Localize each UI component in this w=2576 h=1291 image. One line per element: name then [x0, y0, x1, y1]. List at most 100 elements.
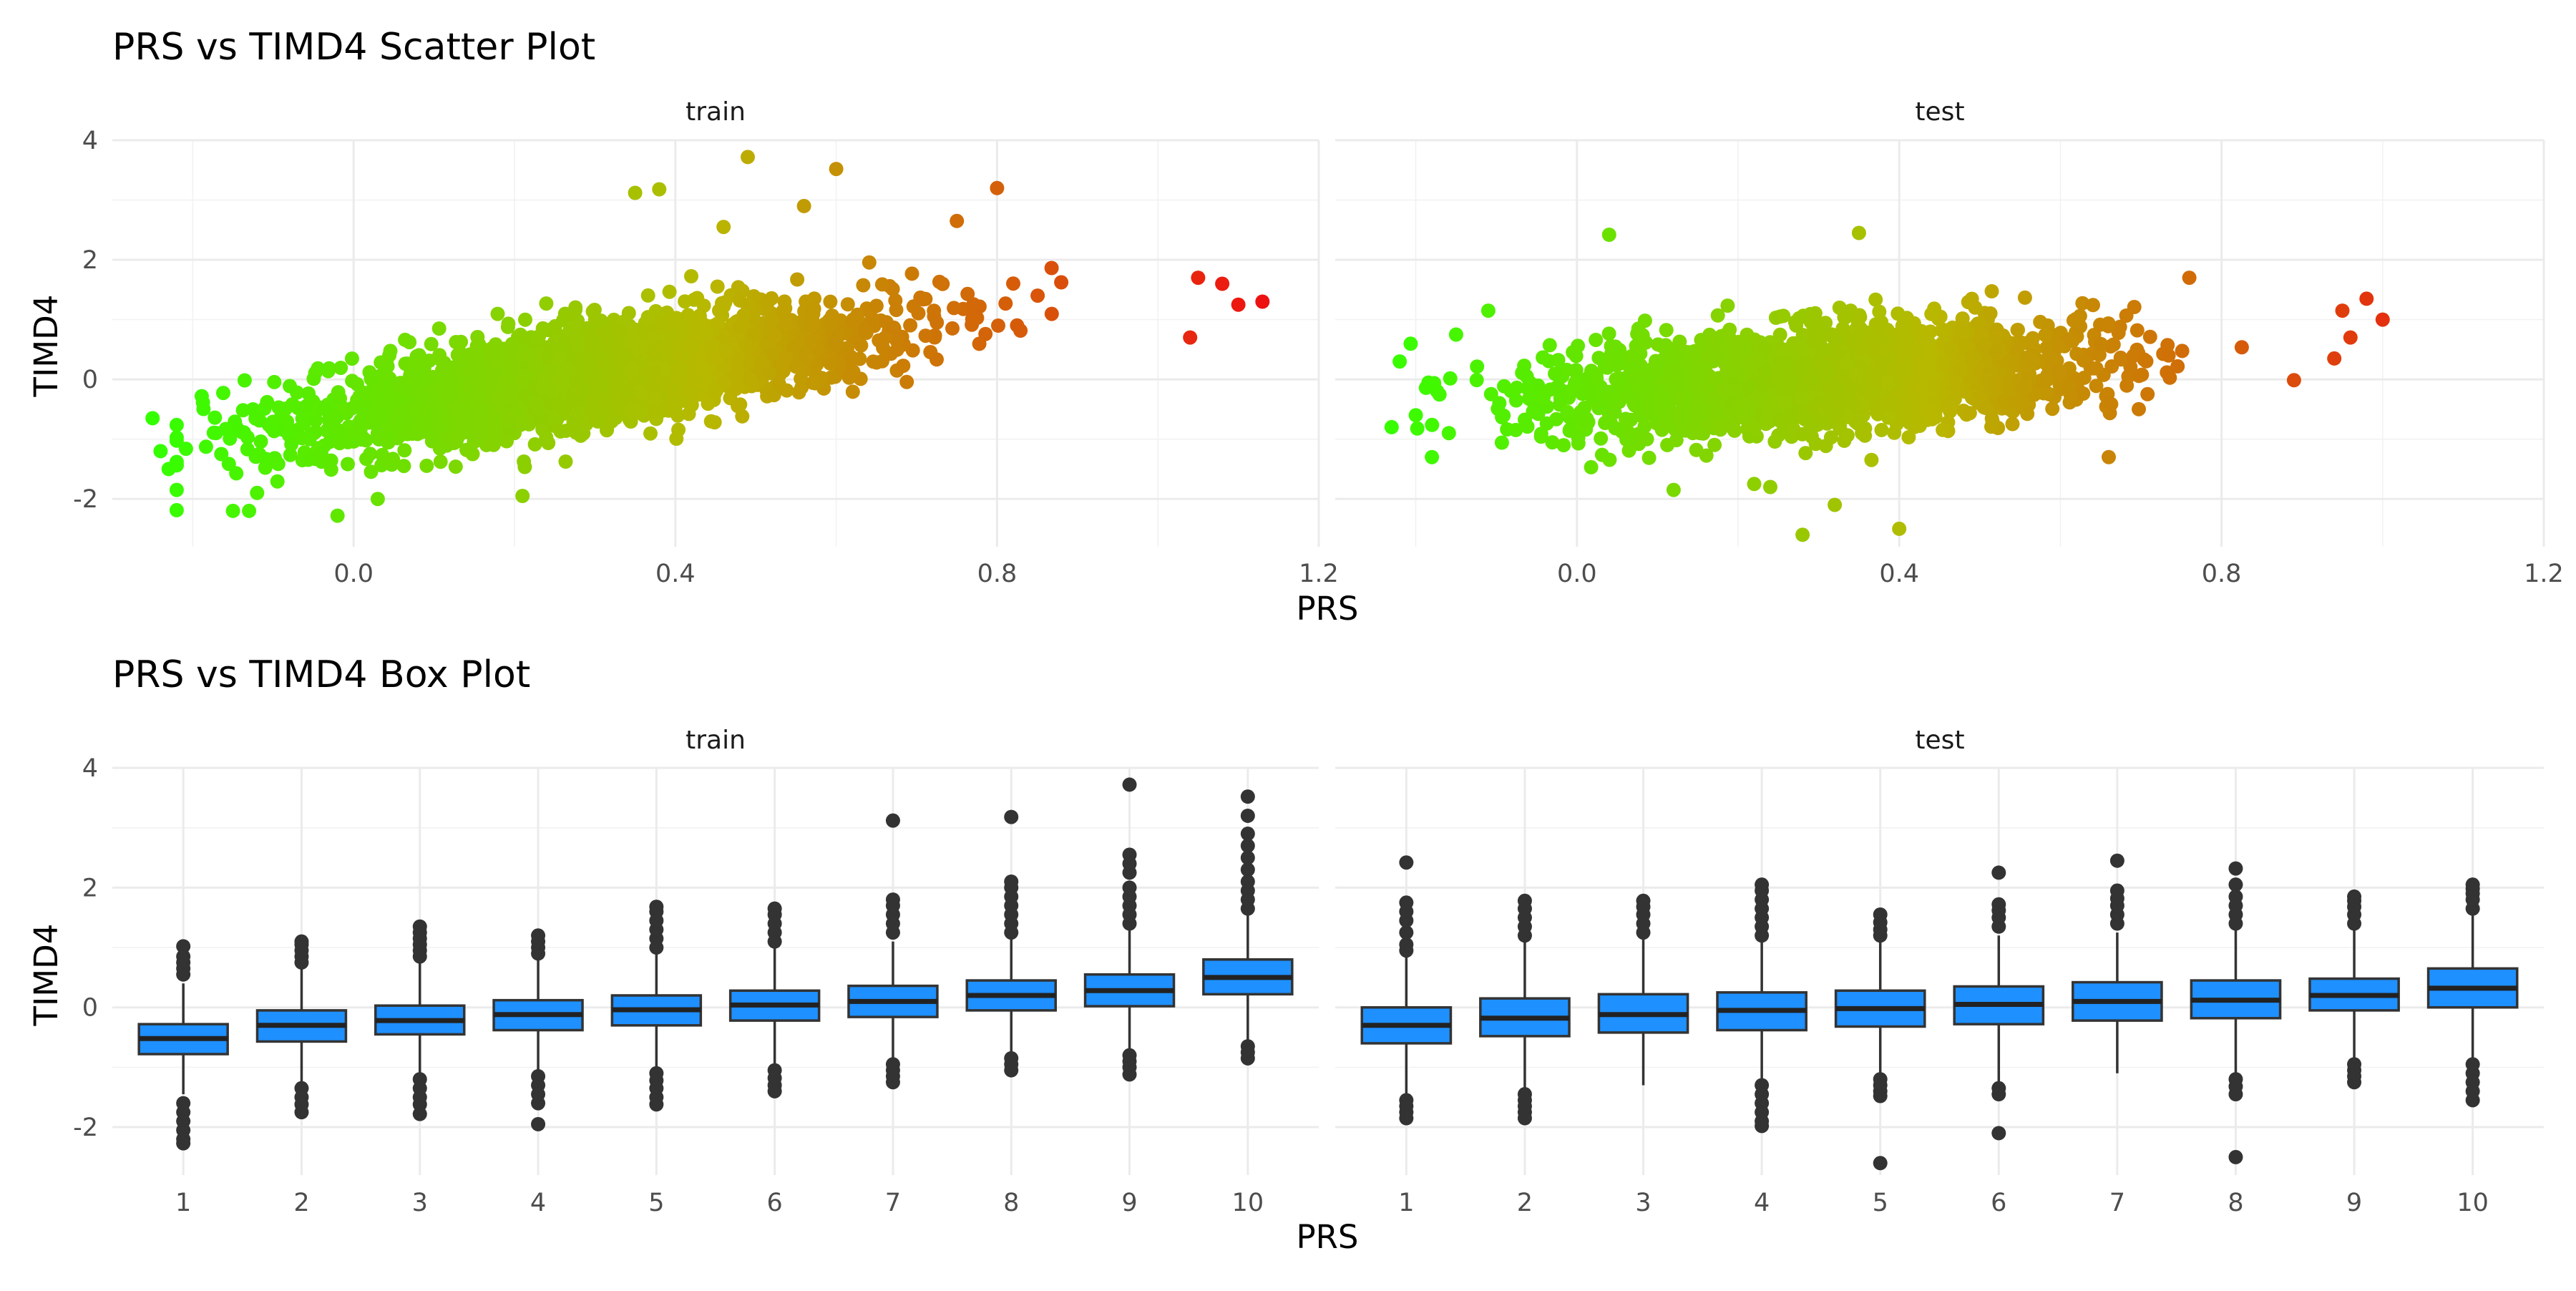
scatter-point [1566, 345, 1580, 359]
scatter-point [2045, 401, 2059, 416]
scatter-point [242, 504, 256, 518]
scatter-point [501, 320, 515, 334]
scatter-point [694, 361, 708, 376]
scatter-point [711, 280, 725, 294]
scatter-point [1707, 438, 1722, 452]
scatter-point [2119, 379, 2134, 393]
box-outlier [1241, 1051, 1255, 1066]
scatter-point [1740, 328, 1754, 342]
scatter-point [2038, 328, 2052, 342]
scatter-point [2235, 340, 2249, 354]
scatter-point [731, 399, 745, 413]
x-tick-label: 0.4 [1879, 560, 1919, 588]
box-outlier [413, 920, 427, 934]
scatter-point [1571, 431, 1586, 445]
scatter-point [1626, 349, 1640, 363]
scatter-point [1833, 419, 1847, 433]
scatter-point [592, 314, 606, 328]
scatter-point [1742, 379, 1756, 394]
scatter-point [1762, 406, 1776, 421]
scatter-point [1837, 310, 1851, 324]
box-train-6 [731, 902, 819, 1098]
scatter-point [932, 275, 947, 289]
scatter-point [280, 414, 294, 429]
scatter-point [2093, 318, 2107, 332]
scatter-point [1602, 326, 1616, 341]
scatter-point [844, 350, 858, 364]
box-test-4 [1717, 877, 1806, 1133]
scatter-point [869, 356, 884, 370]
scatter-point [890, 343, 904, 357]
scatter-point [594, 376, 608, 391]
scatter-point [643, 427, 658, 441]
scatter-point [226, 504, 240, 518]
scatter-point [1923, 405, 1937, 419]
scatter-point [1669, 433, 1684, 447]
scatter-point [2359, 291, 2373, 306]
scatter-point [704, 414, 718, 429]
box-outlier [294, 935, 308, 949]
scatter-point [517, 370, 531, 384]
scatter-point [625, 334, 639, 349]
scatter-point [1654, 398, 1669, 412]
scatter-point [628, 186, 643, 200]
scatter-strip-train: train [686, 97, 746, 127]
scatter-point [1409, 408, 1423, 422]
scatter-point [286, 397, 300, 411]
scatter-point [409, 369, 424, 384]
scatter-point [652, 182, 666, 197]
scatter-point [333, 361, 348, 375]
scatter-point [1470, 359, 1484, 374]
box-outlier [1873, 907, 1888, 922]
x-tick-label: 0.8 [2202, 560, 2242, 588]
scatter-point [333, 391, 347, 406]
x-tick-label: 0.4 [655, 560, 696, 588]
scatter-point [1540, 416, 1554, 431]
box-test-1 [1362, 855, 1450, 1125]
box-outlier [768, 902, 782, 916]
scatter-point [1045, 307, 1059, 321]
scatter-point [687, 374, 701, 389]
scatter-point [431, 422, 445, 436]
scatter-point [392, 408, 406, 422]
scatter-point [1854, 323, 1868, 338]
scatter-point [432, 351, 447, 366]
scatter-point [487, 349, 502, 364]
scatter-point [596, 361, 610, 375]
scatter-point [1442, 426, 1456, 440]
scatter-point [2130, 323, 2145, 338]
scatter-point [687, 323, 701, 337]
scatter-point [419, 459, 434, 473]
scatter-point [359, 452, 374, 466]
scatter-point [1806, 335, 1820, 349]
scatter-point [1956, 311, 1970, 326]
scatter-point [2376, 313, 2390, 327]
scatter-point [528, 437, 542, 452]
scatter-point [1602, 228, 1616, 242]
scatter-point [504, 393, 518, 407]
scatter-point [434, 454, 448, 469]
scatter-point [548, 319, 562, 333]
box-outlier [1755, 877, 1769, 892]
scatter-point [930, 316, 944, 330]
scatter-point [1526, 404, 1540, 419]
scatter-point [609, 341, 623, 356]
scatter-point [170, 483, 184, 497]
scatter-point [1872, 305, 1886, 319]
scatter-point [317, 401, 331, 416]
box-title: PRS vs TIMD4 Box Plot [112, 653, 530, 696]
scatter-point [1577, 401, 1591, 415]
box-outlier [1399, 895, 1413, 910]
scatter-point [998, 296, 1013, 311]
scatter-point [711, 316, 725, 331]
scatter-point [466, 367, 480, 381]
scatter-title: PRS vs TIMD4 Scatter Plot [112, 26, 595, 69]
scatter-point [270, 474, 285, 489]
box-train-3 [376, 920, 464, 1121]
scatter-point [945, 321, 960, 336]
scatter-point [1924, 307, 1938, 321]
scatter-point [311, 361, 325, 376]
box-train-4 [494, 928, 582, 1131]
scatter-point [1828, 498, 1842, 512]
scatter-point [1943, 342, 1958, 356]
